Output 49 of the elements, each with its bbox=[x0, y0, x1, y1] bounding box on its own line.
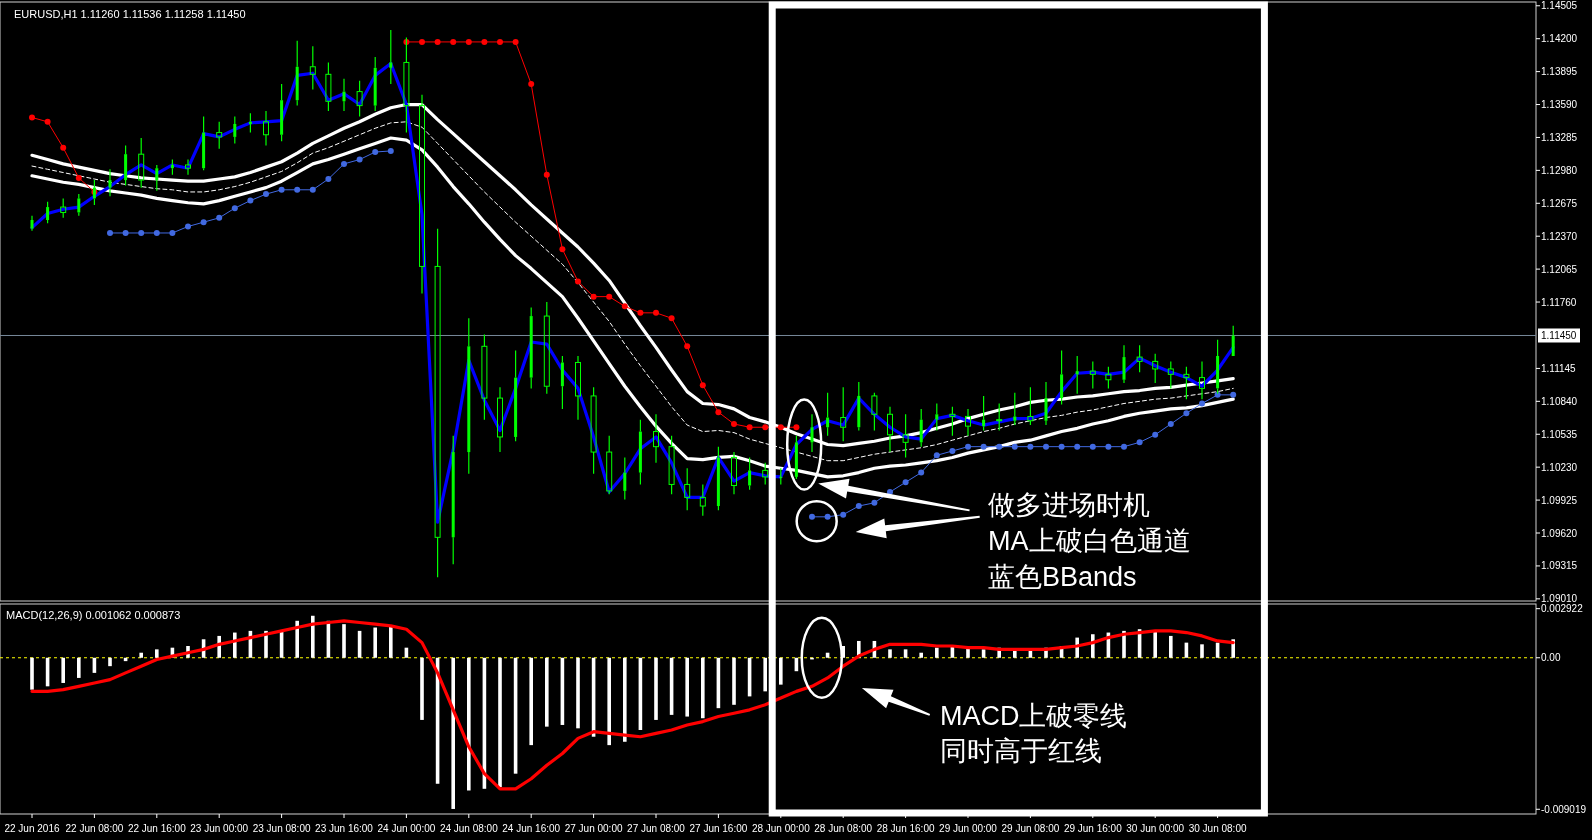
text: MACD(12,26,9) 0.001062 0.000873 bbox=[6, 609, 181, 621]
ref-line-label: 1.11450 bbox=[1541, 330, 1577, 341]
x-tick-label: 29 Jun 00:00 bbox=[939, 822, 998, 834]
x-tick-label: 22 Jun 16:00 bbox=[127, 822, 187, 834]
text: EURUSD,H1 1.11260 1.11536 1.11258 1.11450 bbox=[14, 8, 246, 20]
y-tick-label: 1.09315 bbox=[1541, 560, 1578, 572]
x-tick-label: 27 Jun 16:00 bbox=[689, 822, 748, 834]
y-tick-label: 1.12370 bbox=[1541, 230, 1578, 242]
x-tick-label: 23 Jun 00:00 bbox=[190, 822, 249, 834]
x-tick-label: 22 Jun 08:00 bbox=[65, 822, 124, 834]
y-tick-label: 1.10535 bbox=[1541, 428, 1578, 440]
y-tick-label: 1.13895 bbox=[1541, 66, 1578, 78]
x-tick-label: 22 Jun 2016 bbox=[4, 822, 60, 834]
x-tick-label: 28 Jun 16:00 bbox=[876, 822, 935, 834]
x-tick-label: 27 Jun 08:00 bbox=[627, 822, 686, 834]
x-tick-label: 24 Jun 00:00 bbox=[377, 822, 436, 834]
annotation: MACD上破零线 bbox=[940, 701, 1128, 731]
y-tick-label: 1.14200 bbox=[1541, 33, 1578, 45]
x-tick-label: 24 Jun 08:00 bbox=[439, 822, 499, 834]
y-tick-label: 0.002922 bbox=[1541, 603, 1584, 615]
y-tick-label: 1.09010 bbox=[1541, 593, 1578, 605]
x-tick-label: 30 Jun 08:00 bbox=[1188, 822, 1247, 834]
x-tick-label: 27 Jun 00:00 bbox=[564, 822, 623, 834]
x-tick-label: 23 Jun 08:00 bbox=[252, 822, 311, 834]
x-tick-label: 23 Jun 16:00 bbox=[315, 822, 374, 834]
x-tick-label: 29 Jun 08:00 bbox=[1001, 822, 1060, 834]
y-tick-label: 1.09620 bbox=[1541, 527, 1578, 539]
y-tick-label: 1.13590 bbox=[1541, 99, 1578, 111]
x-tick-label: 29 Jun 16:00 bbox=[1063, 822, 1123, 834]
y-tick-label: 1.11145 bbox=[1541, 362, 1577, 374]
y-tick-label: 1.11760 bbox=[1541, 296, 1577, 308]
y-tick-label: 0.00 bbox=[1541, 652, 1561, 664]
annotation: 蓝色BBands bbox=[988, 562, 1137, 592]
y-tick-label: 1.10840 bbox=[1541, 395, 1578, 407]
annotation: 同时高于红线 bbox=[940, 736, 1102, 766]
y-tick-label: 1.10230 bbox=[1541, 461, 1578, 473]
y-tick-label: -0.009019 bbox=[1541, 803, 1587, 815]
y-tick-label: 1.12065 bbox=[1541, 263, 1578, 275]
y-tick-label: 1.09925 bbox=[1541, 494, 1578, 506]
y-tick-label: 1.12675 bbox=[1541, 197, 1578, 209]
y-tick-label: 1.12980 bbox=[1541, 164, 1578, 176]
y-tick-label: 1.14505 bbox=[1541, 0, 1578, 12]
x-tick-label: 24 Jun 16:00 bbox=[502, 822, 561, 834]
x-tick-label: 28 Jun 08:00 bbox=[814, 822, 873, 834]
y-tick-label: 1.13285 bbox=[1541, 131, 1578, 143]
annotation: 做多进场时机 bbox=[988, 490, 1150, 520]
x-tick-label: 30 Jun 00:00 bbox=[1126, 822, 1185, 834]
x-tick-label: 28 Jun 00:00 bbox=[751, 822, 811, 834]
annotation: MA上破白色通道 bbox=[988, 526, 1191, 556]
